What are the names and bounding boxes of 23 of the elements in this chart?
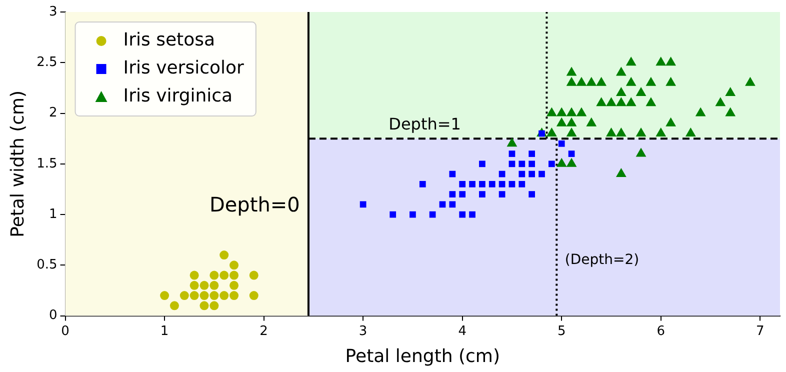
annotation: (Depth=2) xyxy=(564,252,640,268)
y-tick-label: 1 xyxy=(48,206,58,222)
y-tick-label: 2 xyxy=(48,106,58,121)
legend-label: Iris setosa xyxy=(123,30,216,51)
y-tick-label: 2.5 xyxy=(36,55,58,70)
x-tick-label: 5 xyxy=(557,324,566,339)
x-tick-label: 6 xyxy=(656,324,666,339)
x-axis-title: Petal length (cm) xyxy=(345,346,500,367)
y-axis-title: Petal width (cm) xyxy=(7,90,28,238)
annotation: Depth=1 xyxy=(388,114,461,134)
y-tick-label: 0 xyxy=(48,308,58,324)
x-tick-label: 7 xyxy=(756,324,764,339)
legend-label: Iris versicolor xyxy=(123,58,245,79)
x-tick-label: 4 xyxy=(458,324,466,339)
y-tick-label: 3 xyxy=(48,4,58,20)
x-tick-label: 2 xyxy=(260,324,268,339)
x-tick-label: 3 xyxy=(358,324,368,339)
x-tick-label: 0 xyxy=(61,324,70,339)
annotation: Depth=0 xyxy=(209,192,300,217)
y-tick-label: 0.5 xyxy=(36,258,58,273)
y-tick-label: 1.5 xyxy=(36,156,58,172)
legend-label: Iris virginica xyxy=(123,86,233,107)
x-tick-label: 1 xyxy=(160,324,169,339)
